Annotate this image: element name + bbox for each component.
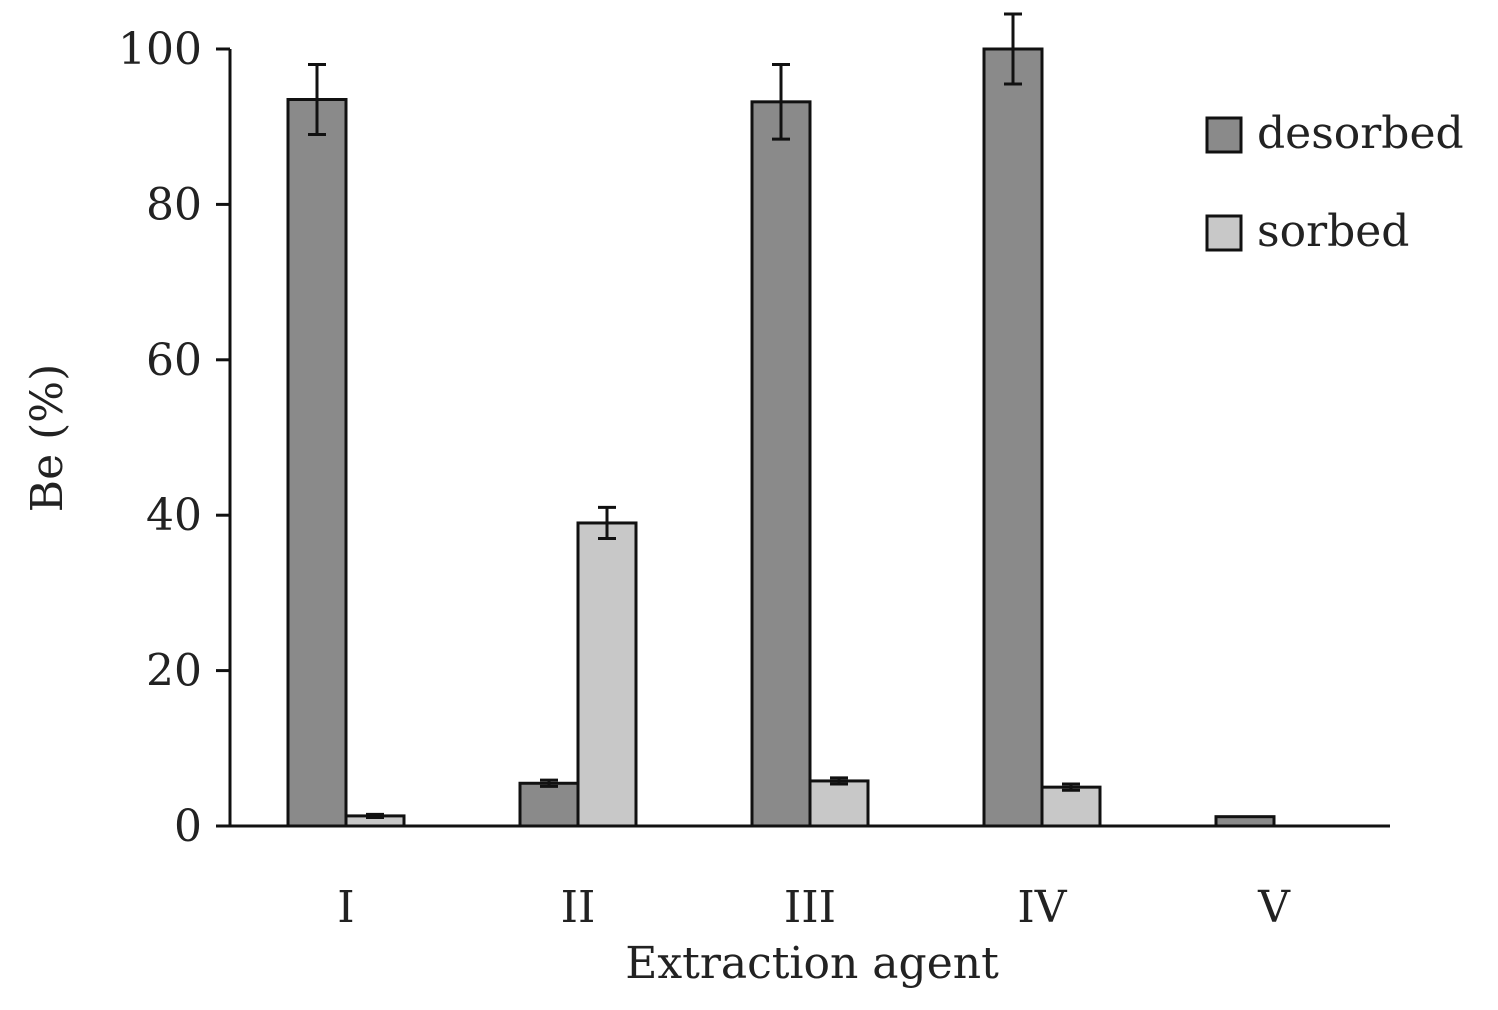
y-tick-label: 20 <box>146 646 202 697</box>
x-tick-label: III <box>784 882 836 933</box>
bar-desorbed-II <box>518 781 580 828</box>
y-tick-label: 0 <box>174 801 202 852</box>
x-tick-label: II <box>561 882 596 933</box>
y-tick-label: 40 <box>146 490 202 541</box>
bars-group <box>286 47 1276 828</box>
error-bar-desorbed-II <box>540 778 558 788</box>
error-bar-sorbed-II <box>598 505 616 541</box>
x-tick-label: IV <box>1017 882 1067 933</box>
y-tick-label: 100 <box>118 24 202 75</box>
bar-sorbed-III <box>808 779 870 828</box>
y-ticks-group: 0 20 40 60 80 100 <box>118 24 230 852</box>
error-bars-group <box>308 12 1080 819</box>
error-bar-sorbed-III <box>830 776 848 786</box>
legend-swatch-sorbed <box>1205 214 1243 252</box>
error-bar-sorbed-I <box>366 812 384 819</box>
legend-label-desorbed: desorbed <box>1257 108 1464 159</box>
y-tick-label: 80 <box>146 179 202 230</box>
error-bar-desorbed-III <box>772 63 790 141</box>
x-tick-label: I <box>337 882 354 933</box>
error-bar-desorbed-IV <box>1004 12 1022 86</box>
x-axis-title: Extraction agent <box>625 938 999 989</box>
error-bar-desorbed-I <box>308 63 326 136</box>
bar-sorbed-IV <box>1040 785 1102 828</box>
y-axis-title: Be (%) <box>22 364 73 513</box>
bar-desorbed-III <box>750 100 812 828</box>
legend-swatch-desorbed <box>1205 116 1243 154</box>
legend: desorbed sorbed <box>1205 108 1464 257</box>
legend-label-sorbed: sorbed <box>1257 206 1409 257</box>
bar-desorbed-IV <box>982 47 1044 828</box>
bar-sorbed-II <box>576 521 638 828</box>
bar-desorbed-I <box>286 98 348 828</box>
x-ticks-group: I II III IV V <box>337 882 1291 933</box>
x-tick-label: V <box>1257 882 1291 933</box>
error-bar-sorbed-IV <box>1062 782 1080 792</box>
y-tick-label: 60 <box>146 335 202 386</box>
